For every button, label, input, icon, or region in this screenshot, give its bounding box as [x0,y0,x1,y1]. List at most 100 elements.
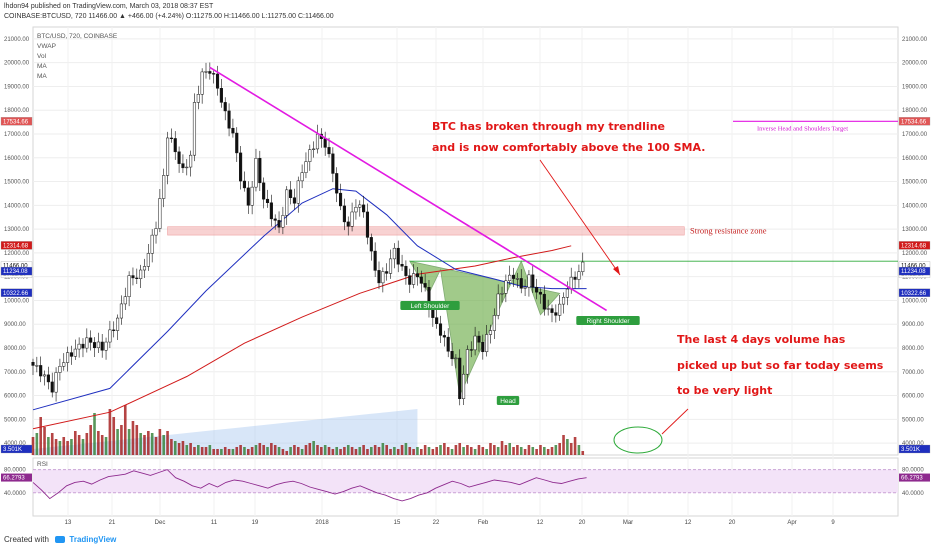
volume-bar [477,445,481,455]
candle-body [31,362,35,366]
candle-body [331,153,335,174]
annotation-text: picked up but so far today seems [677,359,884,372]
candle-body [369,237,373,252]
y-tick-right: 19000.00 [902,84,928,90]
volume-bar [481,447,485,455]
volume-bar [562,435,565,455]
volume-bar [473,449,477,455]
volume-bar [323,445,327,455]
volume-bar [231,449,235,455]
volume-bar [416,447,419,455]
candle-body [531,274,535,288]
price-label-box-left [0,117,33,126]
volume-highlight-circle [613,426,663,454]
annotation-text: The last 4 days volume has [677,333,846,346]
candle-body [285,189,289,216]
candle-body [315,133,320,150]
y-tick-right: 10000.00 [902,298,928,304]
volume-bar [462,447,465,455]
y-tick-left: 5000.00 [4,417,26,423]
candle-body [365,211,370,238]
volume-bar [58,441,62,455]
volume-bar [469,447,473,455]
volume-bar [577,445,581,455]
candle-body [77,343,81,350]
candle-body [346,221,350,227]
candle-body [231,127,235,134]
candle-body [139,269,143,279]
candle-body [177,151,181,164]
price-label-left: 12314.68 [3,243,29,249]
x-tick-label: 12 [537,520,544,526]
volume-bar [350,447,354,455]
price-label-right: 12314.68 [901,243,927,249]
volume-bar [73,431,77,455]
volume-bar [354,449,358,455]
volume-bar [131,421,135,455]
volume-bar [277,447,281,455]
y-tick-right: 16000.00 [902,156,928,162]
y-tick-right: 15000.00 [902,180,928,186]
inverse-head-shoulders-pattern [408,260,561,397]
volume-bar [154,437,158,455]
candle-body [96,341,100,349]
volume-bar [362,445,365,455]
volume-bar [223,447,227,455]
volume-bar [85,433,89,455]
volume-bar [485,449,488,455]
candle-body [431,309,435,318]
candle-body [577,271,581,280]
candle-body [85,337,89,349]
volume-bar [162,435,166,455]
volume-bar [227,449,231,455]
candle-body [246,187,250,206]
volume-bar [135,425,139,455]
volume-bar [569,443,573,455]
volume-bar [343,447,346,455]
symbol-line: COINBASE:BTCUSD, 720 11466.00 ▲ +466.00 … [4,13,334,20]
volume-bar [166,431,169,455]
y-tick-right: 7000.00 [902,370,924,376]
candle-body [69,352,73,357]
price-label-left: 11234.08 [3,269,28,275]
candle-body [519,278,523,289]
y-tick-right: 6000.00 [902,394,924,400]
volume-bar [47,437,50,455]
pattern-label: Right Shoulder [587,318,631,325]
candle-body [485,334,489,353]
volume-bar [104,437,108,455]
candle-body [358,204,362,208]
volume-bar [296,447,300,455]
candle-body [219,88,223,103]
volume-bar [139,433,142,455]
candle-body [296,180,300,204]
candle-body [281,215,285,228]
candle-body [396,247,400,265]
volume-bar [31,437,35,455]
price-label-right: 11466.00 [901,264,926,270]
candle-body [481,341,485,353]
volume-bar [158,429,162,455]
x-tick-label: Feb [478,520,489,526]
volume-bar [173,441,177,455]
x-tick-label: 21 [109,520,116,526]
volume-bar [108,409,112,455]
y-tick-left: 17000.00 [4,132,30,138]
volume-bar [573,437,577,455]
volume-bar [554,445,558,455]
y-tick-left: 14000.00 [4,203,30,209]
volume-bar [200,447,204,455]
candle-body [73,348,77,357]
candle-body [81,343,85,349]
volume-bar [366,449,369,455]
y-tick-left: 19000.00 [4,84,30,90]
volume-bar [147,431,150,455]
x-tick-label: 2018 [315,520,329,526]
rsi-tick-right: 80.0000 [902,468,924,474]
y-tick-left: 13000.00 [4,227,30,233]
candle-body [54,372,58,393]
volume-bar [566,439,569,455]
rsi-label: RSI [37,461,48,468]
volume-bar [431,449,435,455]
